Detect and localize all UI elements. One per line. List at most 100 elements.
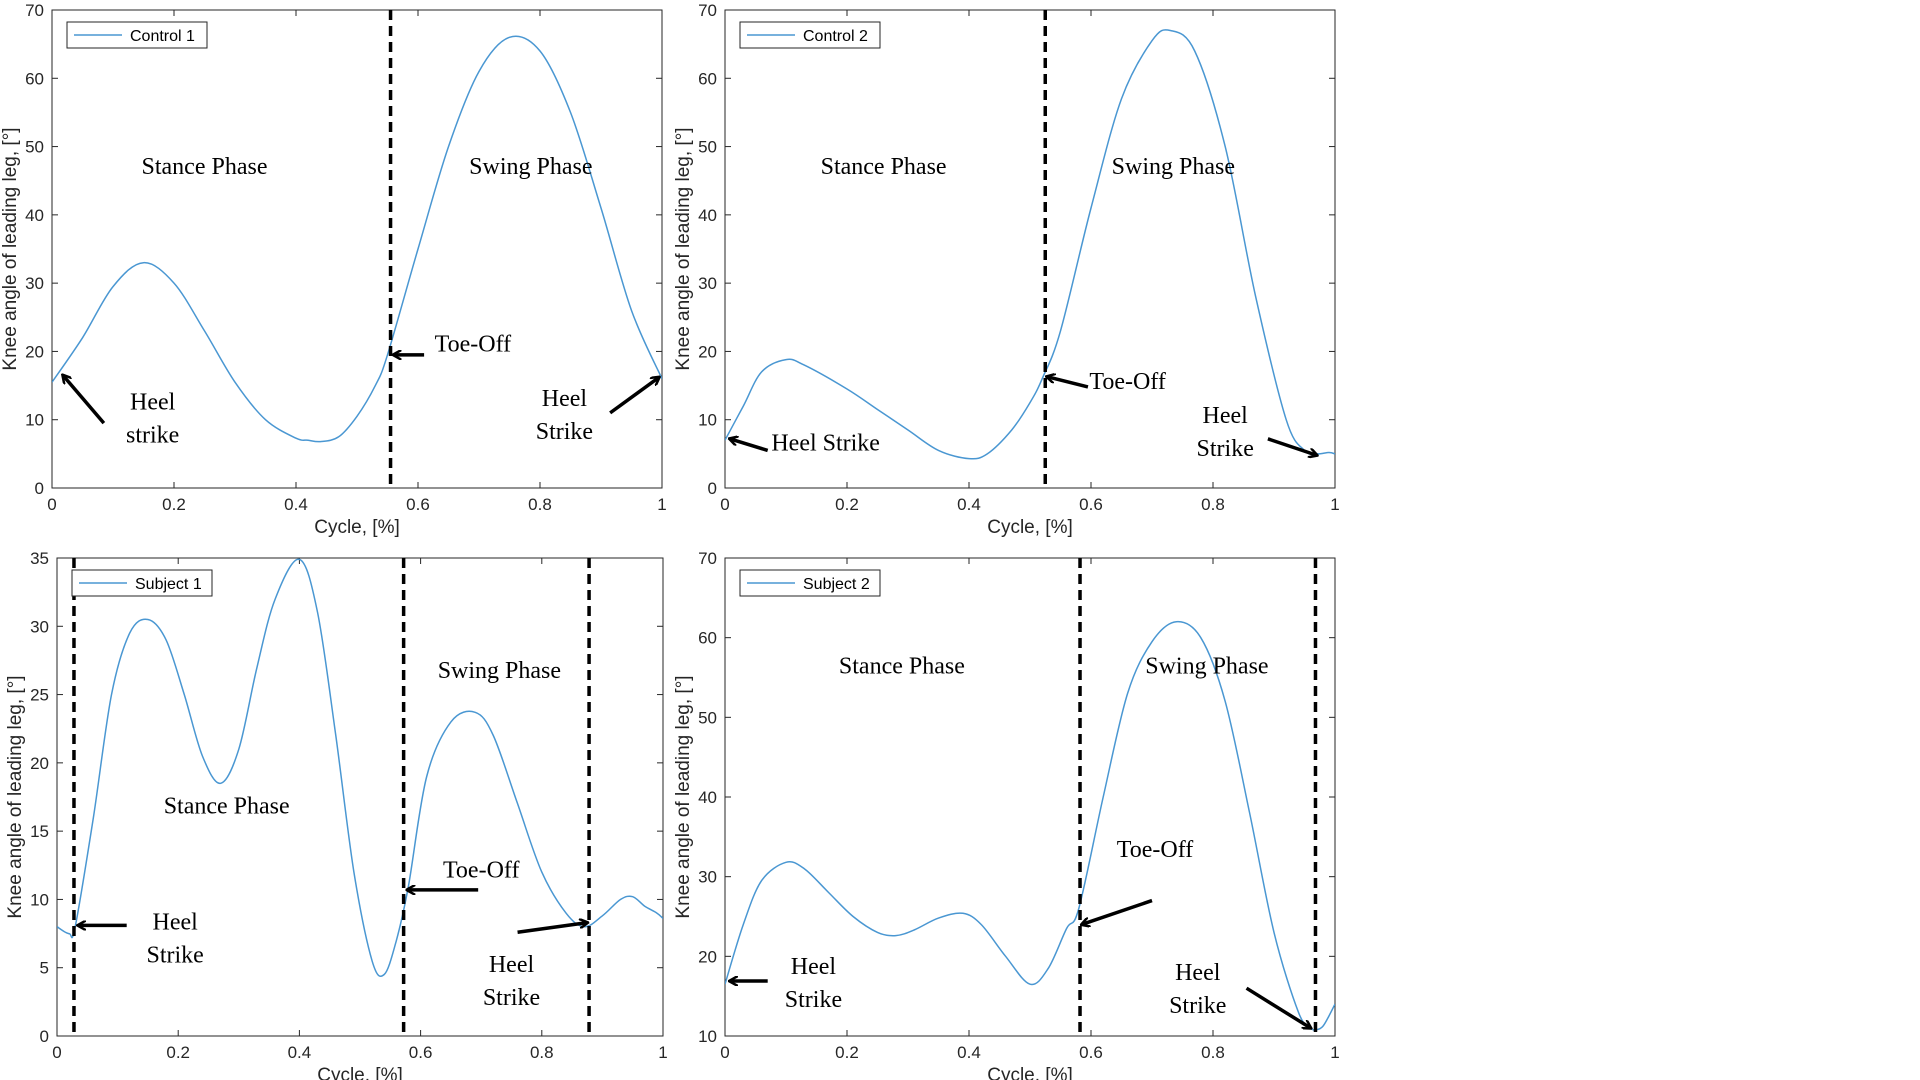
y-tick-label: 10 [25,411,44,430]
x-tick-label: 0 [52,1043,61,1062]
x-tick-label: 0.6 [406,495,430,514]
y-axis-label: Knee angle of leading leg, [°] [673,127,694,370]
y-tick-label: 30 [698,274,717,293]
annotation-line: Swing Phase [438,658,561,684]
y-tick-label: 60 [25,69,44,88]
annotation-label: Swing Phase [438,658,561,684]
x-tick-label: 1 [1330,495,1339,514]
annotation-line: Swing Phase [1145,654,1268,680]
x-axis-label: Cycle, [%] [317,1065,403,1080]
annotation-line: strike [126,422,179,448]
annotation-arrow [1047,377,1089,389]
x-tick-label: 0.6 [1079,1043,1103,1062]
annotation-arrow [730,439,769,453]
y-tick-label: 0 [35,479,44,498]
annotation-label: Swing Phase [469,154,592,180]
legend: Subject 2 [739,569,881,597]
y-tick-label: 40 [698,206,717,225]
legend: Control 1 [66,21,208,49]
y-tick-label: 10 [698,411,717,430]
annotation-line: Strike [147,942,204,968]
y-tick-label: 0 [708,479,717,498]
y-tick-label: 15 [30,822,49,841]
legend-box [71,569,213,597]
annotation-label: Swing Phase [1145,654,1268,680]
x-tick-label: 1 [1330,1043,1339,1062]
series-line-1 [725,29,1335,460]
x-tick-label: 0.4 [957,495,981,514]
annotation-line: Strike [483,985,540,1011]
y-tick-label: 60 [698,69,717,88]
y-tick-label: 10 [30,890,49,909]
y-tick-label: 20 [30,754,49,773]
x-tick-label: 0.8 [528,495,552,514]
plot-area [724,557,1336,1037]
y-tick-label: 20 [698,342,717,361]
annotation-label: Stance Phase [821,154,947,180]
y-axis-label: Knee angle of leading leg, [°] [673,675,694,918]
annotation-line: Stance Phase [821,154,947,180]
annotation-label: Toe-Off [1089,369,1166,395]
x-tick-label: 0.8 [530,1043,554,1062]
annotation-label: Swing Phase [1112,154,1235,180]
series-line-1 [52,35,662,443]
annotation-label: Toe-Off [435,331,512,357]
annotation-label: Heel Strike [147,909,204,968]
annotation-label: Heel Strike [536,386,593,445]
annotation-line: Strike [1169,993,1226,1019]
y-tick-label: 60 [698,629,717,648]
y-tick-label: 35 [30,549,49,568]
annotation-line: Heel [542,386,588,412]
chart-panel-4: 0 0.2 0.4 0.6 0.8 1 10 20 30 40 50 60 70 Cycle, [%] Kn… [673,549,1340,1080]
annotation-line: Swing Phase [1112,154,1235,180]
x-axis-label: Cycle, [%] [314,517,400,538]
y-tick-label: 30 [25,274,44,293]
y-tick-label: 50 [698,708,717,727]
x-tick-label: 0 [720,495,729,514]
annotation-label: Heel Strike [1169,960,1226,1019]
annotation-line: Strike [1197,436,1254,462]
x-tick-label: 0.4 [957,1043,981,1062]
annotation-arrow [1267,437,1317,455]
y-tick-label: 40 [25,206,44,225]
legend-entry: Subject 1 [135,576,202,593]
y-tick-label: 50 [25,138,44,157]
annotation-line: Heel [791,954,837,980]
x-tick-label: 0 [720,1043,729,1062]
annotation-line: Stance Phase [164,793,290,819]
annotation-line: Toe-Off [435,331,512,357]
annotation-label: Heel strike [126,389,179,448]
plot-area [56,557,664,1037]
annotation-label: Stance Phase [839,654,965,680]
legend: Control 2 [739,21,881,49]
y-tick-label: 70 [698,549,717,568]
annotation-label: Heel Strike [771,430,880,456]
annotation-line: Heel [153,909,199,935]
annotation-label: Toe-Off [1117,837,1194,863]
y-axis-label: Knee angle of leading leg, [°] [0,127,21,370]
annotation-arrow [517,923,588,934]
x-tick-label: 0.6 [1079,495,1103,514]
legend-entry: Subject 2 [803,576,870,593]
annotation-line: Swing Phase [469,154,592,180]
annotation-arrow [63,375,106,425]
y-tick-label: 30 [698,868,717,887]
x-tick-label: 0.8 [1201,495,1225,514]
y-tick-label: 70 [698,1,717,20]
annotation-arrow [609,377,659,415]
annotation-label: Heel Strike [1197,403,1254,462]
annotation-line: Toe-Off [443,858,520,884]
x-tick-label: 1 [658,1043,667,1062]
x-tick-label: 1 [657,495,666,514]
annotation-line: Stance Phase [142,154,268,180]
y-tick-label: 30 [30,617,49,636]
annotation-line: Toe-Off [1117,837,1194,863]
x-tick-label: 0.2 [835,1043,859,1062]
annotation-line: Heel Strike [771,430,880,456]
annotation-label: Heel Strike [483,952,540,1011]
legend-entry: Control 2 [803,28,868,45]
x-tick-label: 0.8 [1201,1043,1225,1062]
